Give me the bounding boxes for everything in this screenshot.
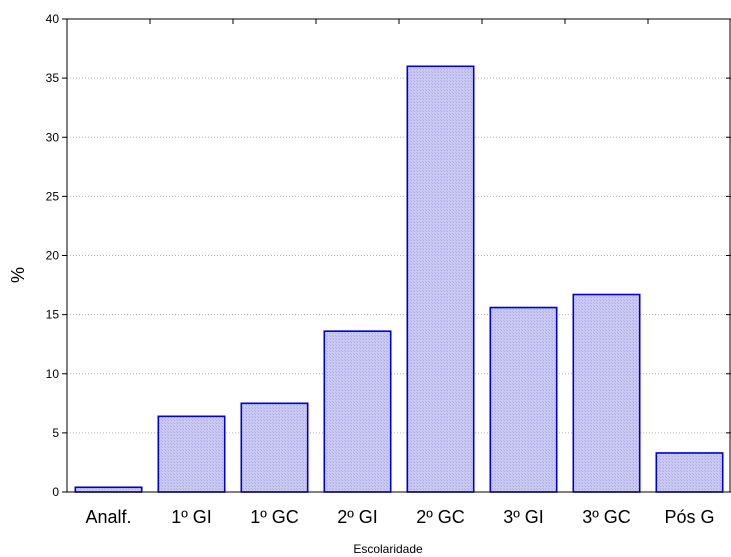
- y-tick-label: 35: [46, 71, 60, 85]
- labels: 0 5 10 15 20 25 30 35 40 Analf. 1º GI 1º GC 2º GI 2º …: [46, 12, 715, 527]
- bar: [157, 415, 226, 493]
- y-tick-label: 5: [52, 426, 59, 440]
- bar: [240, 402, 309, 493]
- x-axis-title: Escolaridade: [353, 542, 423, 556]
- y-tick-label: 20: [46, 249, 60, 263]
- x-tick-label: Pós G: [664, 507, 714, 527]
- x-tick-label: 2º GI: [337, 507, 378, 527]
- bar: [323, 330, 392, 493]
- bar: [655, 452, 724, 493]
- x-tick-label: Analf.: [85, 507, 131, 527]
- y-tick-label: 25: [46, 189, 60, 203]
- x-tick-label: 3º GI: [503, 507, 544, 527]
- bar: [406, 65, 475, 493]
- bar: [489, 306, 558, 493]
- y-tick-label: 30: [46, 130, 60, 144]
- x-tick-label: 2º GC: [416, 507, 465, 527]
- y-tick-label: 15: [46, 308, 60, 322]
- y-tick-label: 0: [52, 485, 59, 499]
- y-tick-label: 40: [46, 12, 60, 26]
- bar: [74, 486, 143, 493]
- bar: [572, 293, 641, 493]
- x-tick-label: 3º GC: [582, 507, 631, 527]
- y-axis-title: %: [8, 267, 28, 283]
- x-tick-label: 1º GC: [250, 507, 299, 527]
- plot-frame: [66, 18, 731, 493]
- bars: [74, 65, 724, 493]
- axes: [62, 18, 731, 493]
- y-tick-label: 10: [46, 367, 60, 381]
- x-tick-label: 1º GI: [171, 507, 212, 527]
